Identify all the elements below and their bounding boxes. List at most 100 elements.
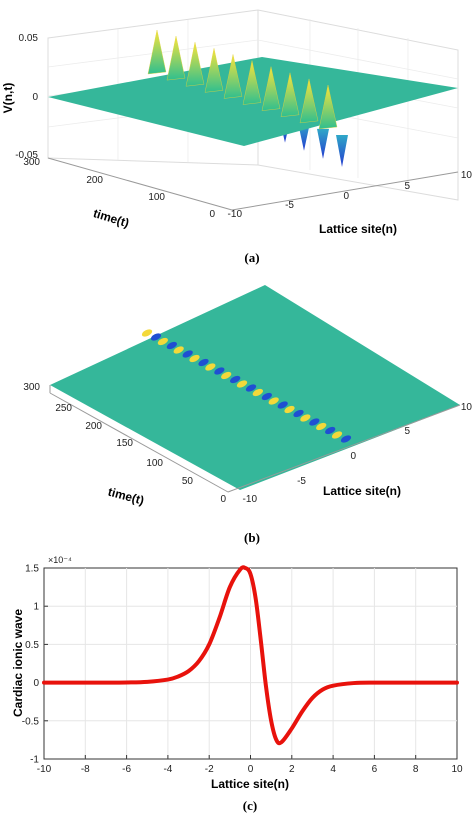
panel-c-x-tick: 6 [372, 764, 378, 775]
panel-a-site-axis [231, 171, 459, 211]
panel-c-series-line [42, 565, 459, 746]
panel-b-y-tick: 0 [220, 494, 226, 505]
panel-b-x-tick: 0 [350, 451, 356, 462]
panel-c-x-tick: -8 [81, 764, 90, 775]
panel-b-y-tick: 250 [55, 403, 72, 414]
panel-a-y-tick: 100 [148, 192, 165, 203]
panel-a-z-label: V(n,t) [1, 83, 15, 114]
panel-b-stripe-trough [166, 341, 177, 350]
panel-b-stripe-trough [245, 384, 257, 392]
panel-a-time-axis [47, 157, 233, 211]
panel-b-stripe-trough [198, 358, 209, 367]
panel-b-stripe-peak [284, 405, 295, 414]
panel-b-site-axis [227, 404, 461, 493]
panel-b-y-tick: 150 [116, 438, 133, 449]
panel-a-trough [336, 135, 348, 167]
panel-a-y-label: time(t) [92, 206, 131, 230]
panel-c-y-exponent: ×10⁻⁴ [48, 555, 72, 565]
panel-c-x-tick: 2 [289, 764, 295, 775]
panel-c-x-tick: -10 [37, 764, 52, 775]
panel-c-x-label: Lattice site(n) [211, 777, 289, 791]
panel-c-y-tick: 1 [33, 602, 39, 613]
panel-b-stripe-trough [150, 333, 162, 341]
panel-a-peak [299, 78, 319, 124]
panel-a-peak [147, 29, 167, 75]
panel-b-y-tick: 200 [85, 421, 102, 432]
panel-c-y-tick: 0.5 [25, 640, 39, 651]
panel-c-y-tick: -1 [30, 755, 39, 766]
panel-b-x-tick: -5 [297, 476, 306, 487]
panel-b-stripe-trough [230, 375, 241, 384]
panel-a-x-tick: 10 [461, 170, 473, 181]
panel-a-peak [280, 72, 300, 118]
panel-a-x-tick: -5 [285, 200, 294, 211]
panel-a-trough [317, 128, 329, 159]
panel-a-y-tick: 200 [86, 175, 103, 186]
panel-b-y-tick: 50 [182, 476, 194, 487]
panel-b-x-tick: -10 [243, 494, 258, 505]
panel-a-peak [166, 36, 186, 81]
panel-b-stripe-peak [221, 371, 232, 380]
panel-c-x-tick: 0 [248, 764, 254, 775]
panel-b-stripe-peak [189, 354, 200, 363]
panel-a-z-tick: 0 [32, 92, 38, 103]
panel-b-time-axis [49, 392, 229, 493]
panel-a-peaks [147, 29, 338, 130]
panel-a-peak [185, 42, 205, 87]
panel-b-stripe-peak [300, 414, 311, 422]
panel-c-y-tick: 0 [33, 678, 39, 689]
panel-b-stripe-trough [340, 435, 352, 443]
panel-c-x-tick: -2 [205, 764, 214, 775]
panel-b-stripe-peak [316, 422, 327, 431]
panel-a-peak [204, 48, 224, 93]
panel-c-y-label: Cardiac ionic wave [11, 609, 25, 717]
panel-b-x-tick: 5 [404, 426, 410, 437]
panel-c-y-tick: -0.5 [22, 716, 40, 727]
panel-a-peak [261, 66, 281, 111]
panel-b-x-tick: 10 [461, 402, 473, 413]
panel-b-stripe-trough [182, 350, 193, 358]
panel-b-y-tick: 300 [23, 382, 40, 393]
panel-c-x-tick: -4 [163, 764, 172, 775]
panel-a-x-tick: 0 [343, 191, 349, 202]
panel-a-z-tick: 0.05 [19, 33, 39, 44]
panel-a-y-tick: 0 [209, 209, 215, 220]
panel-a-caption: (a) [244, 250, 259, 265]
panel-b-stripe-peak [236, 380, 248, 388]
panel-c: -10 -8 -6 -4 -2 0 2 4 6 8 10 1.510.50-0.5-1 ×10⁻⁴ … [11, 555, 463, 813]
panel-b-stripes [141, 329, 352, 443]
panel-a-x-tick: 5 [404, 181, 410, 192]
panel-a-x-tick: -10 [228, 209, 243, 220]
panel-b: 300 250 200 150 100 50 0 time(t) -10 -5 … [23, 285, 472, 545]
panel-c-x-tick: 10 [451, 764, 463, 775]
panel-a: 0.05 0 -0.05 V(n,t) 300 200 100 0 time(t… [1, 9, 473, 265]
panel-b-y-tick: 100 [146, 458, 163, 469]
panel-c-x-tick: 8 [413, 764, 419, 775]
panel-c-x-tick: 4 [330, 764, 336, 775]
panel-b-stripe-trough [277, 401, 288, 409]
panel-a-y-tick: 300 [23, 157, 40, 168]
panel-c-x-ticks: -10 -8 -6 -4 -2 0 2 4 6 8 10 [37, 755, 463, 775]
panel-b-x-label: Lattice site(n) [323, 484, 401, 498]
panel-b-stripe-trough [214, 367, 225, 375]
panel-b-y-label: time(t) [107, 485, 146, 508]
panel-b-stripe-peak [331, 431, 343, 439]
panel-a-peak [223, 54, 243, 99]
panel-b-stripe-peak [141, 329, 153, 337]
panel-b-stripe-peak [205, 363, 216, 371]
panel-b-stripe-peak [252, 388, 263, 397]
panel-b-stripe-peak [157, 337, 168, 346]
panel-c-y-tick: 1.5 [25, 564, 39, 575]
panel-b-stripe-trough [293, 409, 304, 418]
panel-a-peak [242, 60, 262, 105]
panel-b-stripe-trough [309, 418, 320, 426]
panel-b-caption: (b) [244, 530, 260, 545]
panel-c-x-tick: -6 [122, 764, 131, 775]
panel-b-stripe-trough [325, 426, 336, 435]
panel-c-caption: (c) [243, 798, 257, 813]
panel-b-stripe-peak [173, 346, 184, 354]
panel-a-z-tick: -0.05 [15, 150, 38, 161]
panel-b-stripe-peak [268, 397, 279, 405]
panel-a-x-label: Lattice site(n) [319, 222, 397, 236]
